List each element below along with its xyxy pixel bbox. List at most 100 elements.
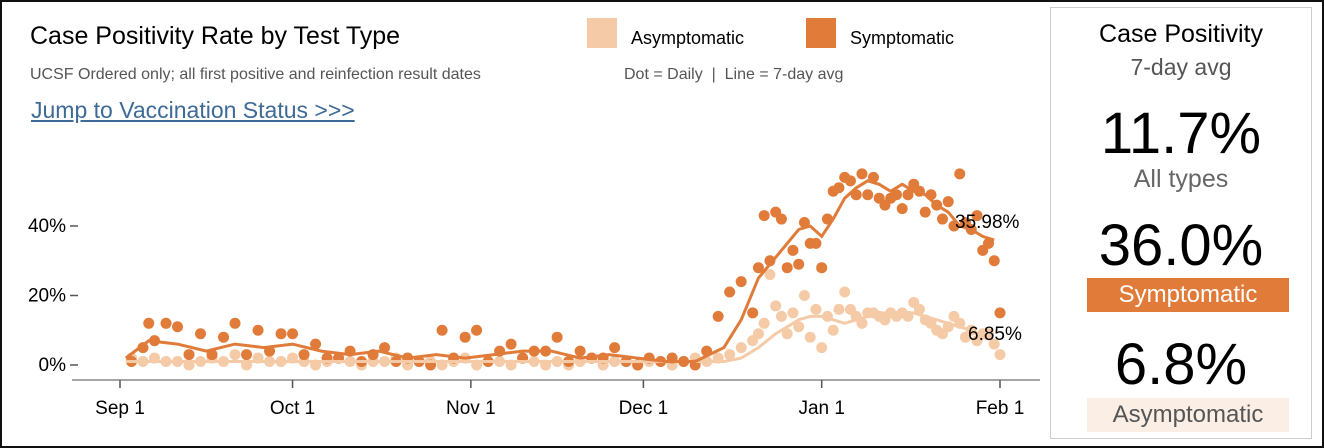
symptomatic-daily-point (298, 349, 310, 361)
symptomatic-badge: Symptomatic (1087, 278, 1289, 312)
symptomatic-daily-point (862, 189, 874, 201)
symptomatic-daily-point (994, 307, 1006, 319)
symptomatic-daily-point (183, 349, 195, 361)
asymptomatic-average-line (125, 311, 995, 363)
legend-label-asymptomatic: Asymptomatic (631, 27, 745, 48)
asymptomatic-daily-point (816, 342, 828, 354)
symptomatic-daily-point (902, 189, 914, 201)
symptomatic-daily-point (936, 213, 948, 225)
legend-swatch-asymptomatic (587, 18, 617, 48)
symptomatic-daily-point (798, 217, 810, 229)
symptomatic-daily-point (954, 168, 966, 180)
asymptomatic-end-label: 6.85% (968, 324, 1022, 345)
x-tick-label: Sep 1 (95, 398, 145, 419)
symptomatic-daily-point (241, 349, 253, 361)
asymptomatic-value: 6.8% (1114, 332, 1248, 397)
symptomatic-daily-point (218, 331, 230, 343)
symptomatic-daily-point (471, 324, 483, 336)
symptomatic-daily-point (287, 328, 299, 340)
legend-swatch-symptomatic (806, 18, 836, 48)
summary-subtitle: 7-day avg (1130, 54, 1232, 80)
y-tick-label: 20% (28, 286, 66, 307)
asymptomatic-daily-point (839, 286, 851, 298)
symptomatic-daily-point (505, 338, 517, 350)
symptomatic-daily-point (436, 324, 448, 336)
symptomatic-daily-point (787, 244, 799, 256)
line-chart: Sep 1 Oct 1 Nov 1 Dec 1 Jan 1 Feb 1 0% 20% 40% 3… (28, 168, 1040, 419)
symptomatic-daily-point (551, 331, 563, 343)
symptomatic-daily-point (919, 206, 931, 218)
symptomatic-daily-point (752, 262, 764, 274)
asymptomatic-daily-point (804, 331, 816, 343)
symptomatic-daily-point (252, 324, 264, 336)
seven-day-average-lines (124, 179, 995, 363)
symptomatic-daily-point (856, 168, 868, 180)
symptomatic-daily-point (172, 321, 184, 333)
asymptomatic-daily-point (770, 300, 782, 312)
asymptomatic-daily-point (724, 349, 736, 361)
asymptomatic-daily-point (856, 317, 868, 329)
symptomatic-daily-point (971, 210, 983, 222)
x-tick-label: Jan 1 (798, 398, 844, 419)
symptomatic-daily-point (896, 203, 908, 215)
symptomatic-daily-point (724, 286, 736, 298)
symptomatic-daily-point (890, 189, 902, 201)
legend-item-asymptomatic[interactable]: Asymptomatic (587, 18, 744, 48)
x-tick-label: Dec 1 (619, 398, 669, 419)
symptomatic-daily-point (459, 331, 471, 343)
symptomatic-daily-point (735, 276, 747, 288)
symptomatic-daily-point (942, 196, 954, 208)
symptomatic-end-label: 35.98% (955, 212, 1020, 233)
symptomatic-daily-point (988, 255, 1000, 267)
symptomatic-daily-point (160, 317, 172, 329)
asymptomatic-daily-point (913, 303, 925, 315)
x-tick-label: Feb 1 (976, 398, 1025, 419)
symptomatic-daily-point (712, 310, 724, 322)
symptomatic-daily-point (867, 171, 879, 183)
asymptomatic-daily-point (775, 310, 787, 322)
symptomatic-daily-point (764, 255, 776, 267)
jump-to-vaccination-link[interactable]: Jump to Vaccination Status >>> (31, 97, 355, 123)
y-tick-label: 40% (28, 216, 66, 237)
asymptomatic-daily-point (758, 317, 770, 329)
chart-title: Case Positivity Rate by Test Type (30, 22, 401, 50)
y-tick-label: 0% (39, 355, 67, 376)
asymptomatic-daily-point (982, 328, 994, 340)
asymptomatic-daily-point (798, 290, 810, 301)
symptomatic-daily-point (758, 210, 770, 222)
asymptomatic-daily-point (764, 269, 776, 281)
symptomatic-daily-point (574, 345, 586, 357)
symptomatic-daily-point (844, 175, 856, 187)
x-tick-label: Oct 1 (270, 398, 315, 419)
summary-title: Case Positivity (1099, 20, 1263, 48)
x-tick-label: Nov 1 (446, 398, 496, 419)
symptomatic-daily-point (747, 307, 759, 319)
asymptomatic-daily-point (994, 349, 1006, 361)
symptomatic-value: 36.0% (1098, 213, 1264, 278)
symptomatic-daily-point (609, 342, 621, 354)
legend-label-symptomatic: Symptomatic (850, 27, 955, 48)
symptomatic-average-line (124, 179, 995, 363)
symptomatic-daily-point (781, 262, 793, 274)
legend-note: Dot = Daily | Line = 7-day avg (624, 66, 844, 83)
chart-axes: Sep 1 Oct 1 Nov 1 Dec 1 Jan 1 Feb 1 0% 20% 40% (28, 216, 1040, 419)
symptomatic-daily-point (229, 317, 241, 329)
asymptomatic-daily-point (787, 307, 799, 319)
summary-panel: Case Positivity 7-day avg 11.7% All type… (1050, 7, 1312, 439)
asymptomatic-daily-point (781, 328, 793, 340)
asymptomatic-daily-point (810, 303, 822, 315)
symptomatic-daily-point (810, 237, 822, 249)
symptomatic-daily-point (816, 262, 828, 274)
asymptomatic-daily-point (229, 349, 241, 361)
asymptomatic-daily-point (793, 321, 805, 333)
legend-item-symptomatic[interactable]: Symptomatic (806, 18, 954, 48)
symptomatic-daily-point (143, 317, 155, 329)
asymptomatic-daily-point (752, 328, 764, 340)
asymptomatic-daily-point (833, 303, 845, 315)
symptomatic-daily-point (833, 182, 845, 194)
symptomatic-daily-point (775, 213, 787, 225)
symptomatic-daily-point (195, 328, 207, 340)
symptomatic-daily-point (310, 338, 322, 350)
symptomatic-daily-point (793, 258, 805, 270)
